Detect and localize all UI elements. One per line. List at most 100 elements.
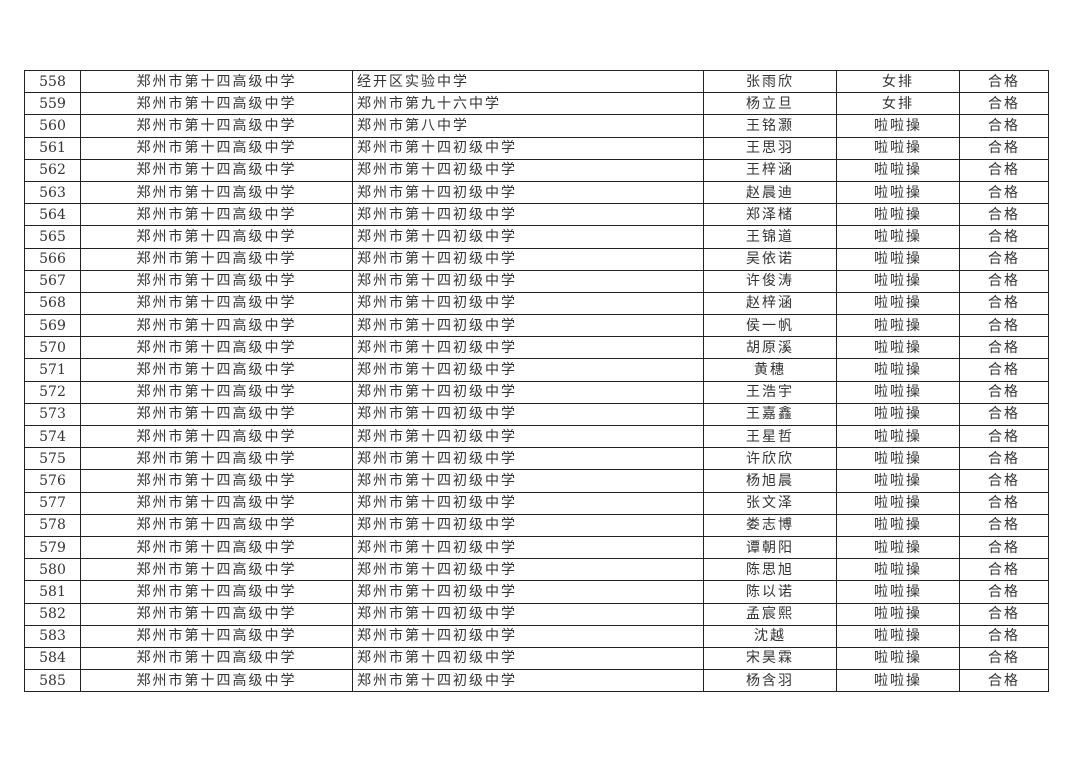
table-row: 571 郑州市第十四高级中学 郑州市第十四初级中学 黄穗 啦啦操 合格: [24, 358, 1049, 382]
student-name-cell: 王锦道: [703, 225, 837, 249]
event-cell: 啦啦操: [836, 491, 960, 515]
student-name-cell: 赵晨迪: [703, 180, 837, 205]
event-cell: 啦啦操: [836, 535, 960, 560]
row-number-cell: 561: [24, 136, 81, 160]
result-cell: 合格: [959, 602, 1049, 626]
row-number-cell: 570: [24, 336, 81, 360]
event-cell: 啦啦操: [836, 558, 960, 582]
row-number-cell: 576: [24, 469, 81, 493]
row-number-cell: 563: [24, 180, 81, 205]
event-cell: 啦啦操: [836, 180, 960, 205]
row-number-cell: 574: [24, 424, 81, 449]
origin-school-cell: 郑州市第十四初级中学: [352, 513, 704, 537]
event-cell: 啦啦操: [836, 114, 960, 138]
student-name-cell: 娄志博: [703, 513, 837, 537]
student-name-cell: 郑泽槠: [703, 203, 837, 227]
result-cell: 合格: [959, 336, 1049, 360]
event-cell: 啦啦操: [836, 358, 960, 382]
table-body: 558 郑州市第十四高级中学 经开区实验中学 张雨欣 女排 合格 559 郑州市第十四高级中学…: [24, 69, 1049, 693]
origin-school-cell: 郑州市第十四初级中学: [352, 580, 704, 604]
high-school-cell: 郑州市第十四高级中学: [80, 380, 353, 404]
table-row: 579 郑州市第十四高级中学 郑州市第十四初级中学 谭朝阳 啦啦操 合格: [24, 535, 1049, 560]
event-cell: 啦啦操: [836, 580, 960, 604]
student-name-cell: 吴依诺: [703, 247, 837, 271]
row-number-cell: 571: [24, 358, 81, 382]
origin-school-cell: 郑州市第十四初级中学: [352, 180, 704, 205]
event-cell: 啦啦操: [836, 203, 960, 227]
row-number-cell: 585: [24, 669, 81, 693]
row-number-cell: 567: [24, 269, 81, 293]
event-cell: 啦啦操: [836, 269, 960, 293]
event-cell: 女排: [836, 69, 960, 94]
origin-school-cell: 郑州市第十四初级中学: [352, 291, 704, 316]
event-cell: 啦啦操: [836, 314, 960, 338]
result-cell: 合格: [959, 158, 1049, 182]
result-cell: 合格: [959, 291, 1049, 316]
table-row: 577 郑州市第十四高级中学 郑州市第十四初级中学 张文泽 啦啦操 合格: [24, 491, 1049, 515]
row-number-cell: 581: [24, 580, 81, 604]
high-school-cell: 郑州市第十四高级中学: [80, 469, 353, 493]
table-row: 583 郑州市第十四高级中学 郑州市第十四初级中学 沈越 啦啦操 合格: [24, 624, 1049, 648]
table-row: 567 郑州市第十四高级中学 郑州市第十四初级中学 许俊涛 啦啦操 合格: [24, 269, 1049, 293]
origin-school-cell: 郑州市第十四初级中学: [352, 247, 704, 271]
table-row: 565 郑州市第十四高级中学 郑州市第十四初级中学 王锦道 啦啦操 合格: [24, 225, 1049, 249]
high-school-cell: 郑州市第十四高级中学: [80, 535, 353, 560]
row-number-cell: 582: [24, 602, 81, 626]
student-name-cell: 杨旭晨: [703, 469, 837, 493]
row-number-cell: 573: [24, 402, 81, 427]
row-number-cell: 565: [24, 225, 81, 249]
table-row: 576 郑州市第十四高级中学 郑州市第十四初级中学 杨旭晨 啦啦操 合格: [24, 469, 1049, 493]
table-row: 573 郑州市第十四高级中学 郑州市第十四初级中学 王嘉鑫 啦啦操 合格: [24, 402, 1049, 427]
origin-school-cell: 郑州市第十四初级中学: [352, 225, 704, 249]
result-cell: 合格: [959, 513, 1049, 537]
row-number-cell: 559: [24, 92, 81, 116]
row-number-cell: 575: [24, 447, 81, 471]
event-cell: 啦啦操: [836, 624, 960, 648]
origin-school-cell: 郑州市第十四初级中学: [352, 269, 704, 293]
high-school-cell: 郑州市第十四高级中学: [80, 92, 353, 116]
result-cell: 合格: [959, 624, 1049, 648]
row-number-cell: 572: [24, 380, 81, 404]
student-name-cell: 王嘉鑫: [703, 402, 837, 427]
table-row: 580 郑州市第十四高级中学 郑州市第十四初级中学 陈思旭 啦啦操 合格: [24, 558, 1049, 582]
result-cell: 合格: [959, 358, 1049, 382]
table-row: 575 郑州市第十四高级中学 郑州市第十四初级中学 许欣欣 啦啦操 合格: [24, 447, 1049, 471]
high-school-cell: 郑州市第十四高级中学: [80, 602, 353, 626]
row-number-cell: 577: [24, 491, 81, 515]
event-cell: 啦啦操: [836, 402, 960, 427]
student-name-cell: 王星哲: [703, 424, 837, 449]
row-number-cell: 579: [24, 535, 81, 560]
result-cell: 合格: [959, 669, 1049, 693]
high-school-cell: 郑州市第十四高级中学: [80, 69, 353, 94]
student-name-cell: 张文泽: [703, 491, 837, 515]
row-number-cell: 558: [24, 69, 81, 94]
high-school-cell: 郑州市第十四高级中学: [80, 269, 353, 293]
origin-school-cell: 郑州市第十四初级中学: [352, 203, 704, 227]
origin-school-cell: 郑州市第十四初级中学: [352, 358, 704, 382]
result-cell: 合格: [959, 580, 1049, 604]
student-name-cell: 陈思旭: [703, 558, 837, 582]
event-cell: 啦啦操: [836, 158, 960, 182]
result-cell: 合格: [959, 558, 1049, 582]
origin-school-cell: 郑州市第八中学: [352, 114, 704, 138]
event-cell: 啦啦操: [836, 646, 960, 671]
origin-school-cell: 郑州市第十四初级中学: [352, 424, 704, 449]
result-cell: 合格: [959, 424, 1049, 449]
table-row: 562 郑州市第十四高级中学 郑州市第十四初级中学 王梓涵 啦啦操 合格: [24, 158, 1049, 182]
result-cell: 合格: [959, 92, 1049, 116]
table-row: 584 郑州市第十四高级中学 郑州市第十四初级中学 宋昊霖 啦啦操 合格: [24, 646, 1049, 671]
result-cell: 合格: [959, 180, 1049, 205]
origin-school-cell: 郑州市第十四初级中学: [352, 136, 704, 160]
row-number-cell: 566: [24, 247, 81, 271]
student-name-cell: 赵梓涵: [703, 291, 837, 316]
table-row: 570 郑州市第十四高级中学 郑州市第十四初级中学 胡原溪 啦啦操 合格: [24, 336, 1049, 360]
origin-school-cell: 郑州市第九十六中学: [352, 92, 704, 116]
table-row: 563 郑州市第十四高级中学 郑州市第十四初级中学 赵晨迪 啦啦操 合格: [24, 180, 1049, 205]
high-school-cell: 郑州市第十四高级中学: [80, 624, 353, 648]
student-name-cell: 陈以诺: [703, 580, 837, 604]
row-number-cell: 580: [24, 558, 81, 582]
origin-school-cell: 郑州市第十四初级中学: [352, 491, 704, 515]
row-number-cell: 583: [24, 624, 81, 648]
high-school-cell: 郑州市第十四高级中学: [80, 336, 353, 360]
high-school-cell: 郑州市第十四高级中学: [80, 247, 353, 271]
